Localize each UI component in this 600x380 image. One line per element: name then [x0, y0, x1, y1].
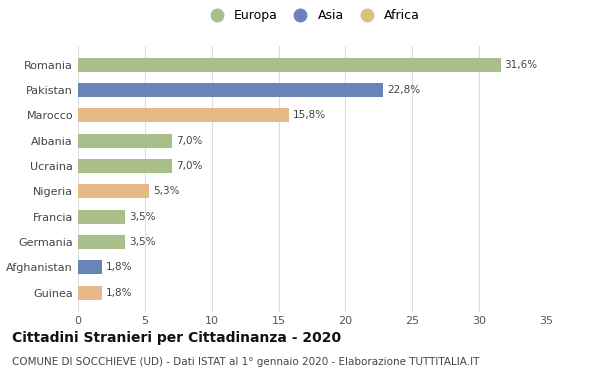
- Legend: Europa, Asia, Africa: Europa, Asia, Africa: [199, 4, 425, 27]
- Text: 31,6%: 31,6%: [505, 60, 538, 70]
- Bar: [78, 260, 102, 274]
- Text: 1,8%: 1,8%: [106, 262, 133, 272]
- Bar: [78, 108, 289, 122]
- Text: 15,8%: 15,8%: [293, 110, 326, 120]
- Bar: [78, 58, 500, 71]
- Bar: [78, 83, 383, 97]
- Text: 7,0%: 7,0%: [176, 136, 202, 146]
- Text: COMUNE DI SOCCHIEVE (UD) - Dati ISTAT al 1° gennaio 2020 - Elaborazione TUTTITAL: COMUNE DI SOCCHIEVE (UD) - Dati ISTAT al…: [12, 357, 479, 367]
- Bar: [78, 286, 102, 299]
- Text: 3,5%: 3,5%: [129, 237, 155, 247]
- Bar: [78, 184, 149, 198]
- Text: 3,5%: 3,5%: [129, 212, 155, 222]
- Bar: [78, 159, 172, 173]
- Bar: [78, 134, 172, 147]
- Bar: [78, 210, 125, 223]
- Bar: [78, 235, 125, 249]
- Text: 5,3%: 5,3%: [153, 186, 179, 196]
- Text: 22,8%: 22,8%: [387, 85, 420, 95]
- Text: Cittadini Stranieri per Cittadinanza - 2020: Cittadini Stranieri per Cittadinanza - 2…: [12, 331, 341, 345]
- Text: 1,8%: 1,8%: [106, 288, 133, 298]
- Text: 7,0%: 7,0%: [176, 161, 202, 171]
